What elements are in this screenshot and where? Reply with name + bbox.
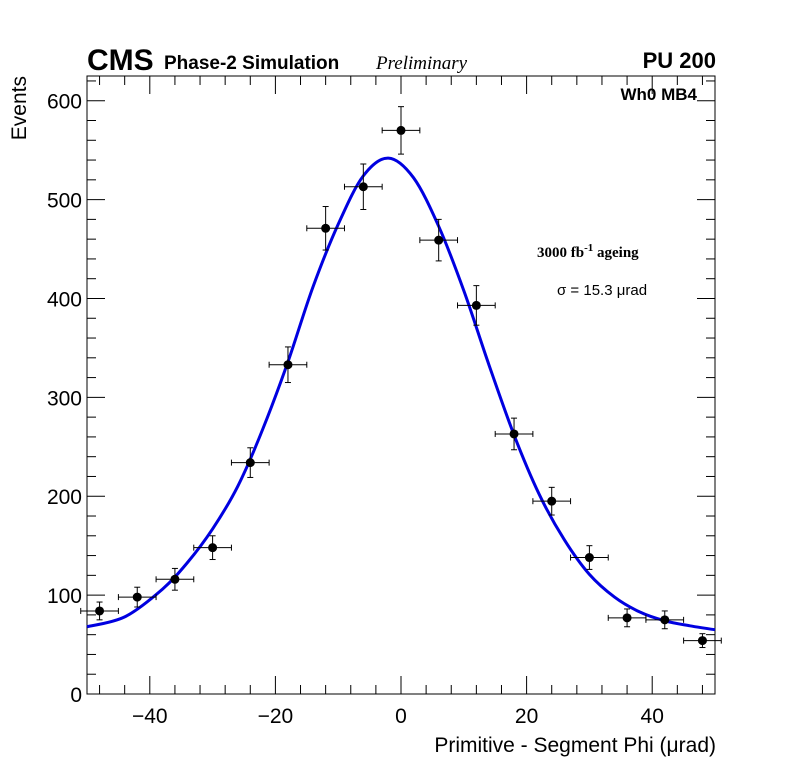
axis-ticks — [87, 76, 715, 695]
sigma-label: σ = 15.3 μrad — [557, 282, 647, 299]
y-tick-label: 200 — [47, 486, 82, 509]
preliminary-label: Preliminary — [375, 53, 468, 74]
y-tick-labels: 0 100 200 300 400 500 600 — [47, 91, 82, 707]
data-marker — [132, 592, 142, 602]
data-marker — [208, 543, 218, 553]
data-marker — [321, 223, 331, 233]
data-marker — [622, 613, 632, 623]
lumi-value: 3000 fb — [537, 245, 584, 261]
data-marker — [245, 458, 255, 468]
data-point — [570, 545, 609, 570]
data-point — [419, 218, 459, 262]
y-tick-label: 300 — [47, 387, 82, 410]
data-point — [457, 285, 496, 326]
data-marker — [509, 429, 519, 439]
fit-curve — [86, 156, 716, 632]
data-marker — [471, 300, 481, 310]
lumi-suffix: ageing — [593, 245, 639, 261]
x-tick-label: −20 — [258, 705, 294, 728]
simulation-label: Phase-2 Simulation — [164, 53, 339, 74]
data-point — [306, 206, 345, 251]
y-tick-label: 500 — [47, 190, 82, 213]
data-marker — [584, 553, 594, 563]
x-tick-label: −40 — [132, 705, 168, 728]
data-point — [607, 608, 647, 628]
y-tick-label: 600 — [47, 91, 82, 114]
data-point — [494, 417, 534, 451]
data-point — [193, 535, 232, 561]
y-tick-label: 400 — [47, 288, 82, 311]
x-tick-label: 40 — [641, 705, 664, 728]
pileup-label: PU 200 — [643, 48, 716, 73]
data-point — [343, 163, 383, 210]
data-marker — [547, 496, 557, 506]
data-marker — [434, 235, 444, 245]
data-point — [268, 346, 308, 384]
data-point — [532, 486, 572, 516]
data-point — [117, 586, 157, 608]
data-marker — [95, 606, 105, 616]
y-axis-title: Events — [8, 76, 31, 140]
data-points-layer — [80, 106, 722, 649]
data-marker — [358, 182, 368, 192]
data-marker — [697, 636, 707, 646]
x-axis-title: Primitive - Segment Phi (μrad) — [434, 734, 716, 757]
y-tick-label: 100 — [47, 585, 82, 608]
data-marker — [396, 125, 406, 135]
data-marker — [170, 574, 180, 584]
fit-curve-layer — [86, 156, 716, 632]
lumi-label: 3000 fb-1 ageing — [537, 242, 639, 261]
region-label: Wh0 MB4 — [621, 85, 698, 104]
data-point — [683, 633, 722, 649]
data-marker — [660, 615, 670, 625]
cms-label: CMS — [87, 44, 154, 77]
x-tick-label: 0 — [395, 705, 407, 728]
x-tick-label: 20 — [515, 705, 538, 728]
data-point — [230, 447, 270, 478]
x-tick-labels: −40 −20 0 20 40 — [132, 705, 664, 728]
data-point — [155, 567, 195, 591]
data-point — [80, 601, 119, 621]
lumi-exponent: -1 — [584, 242, 593, 254]
data-marker — [283, 360, 293, 370]
data-point — [381, 106, 421, 155]
data-point — [645, 610, 685, 630]
y-tick-label: 0 — [70, 684, 82, 707]
